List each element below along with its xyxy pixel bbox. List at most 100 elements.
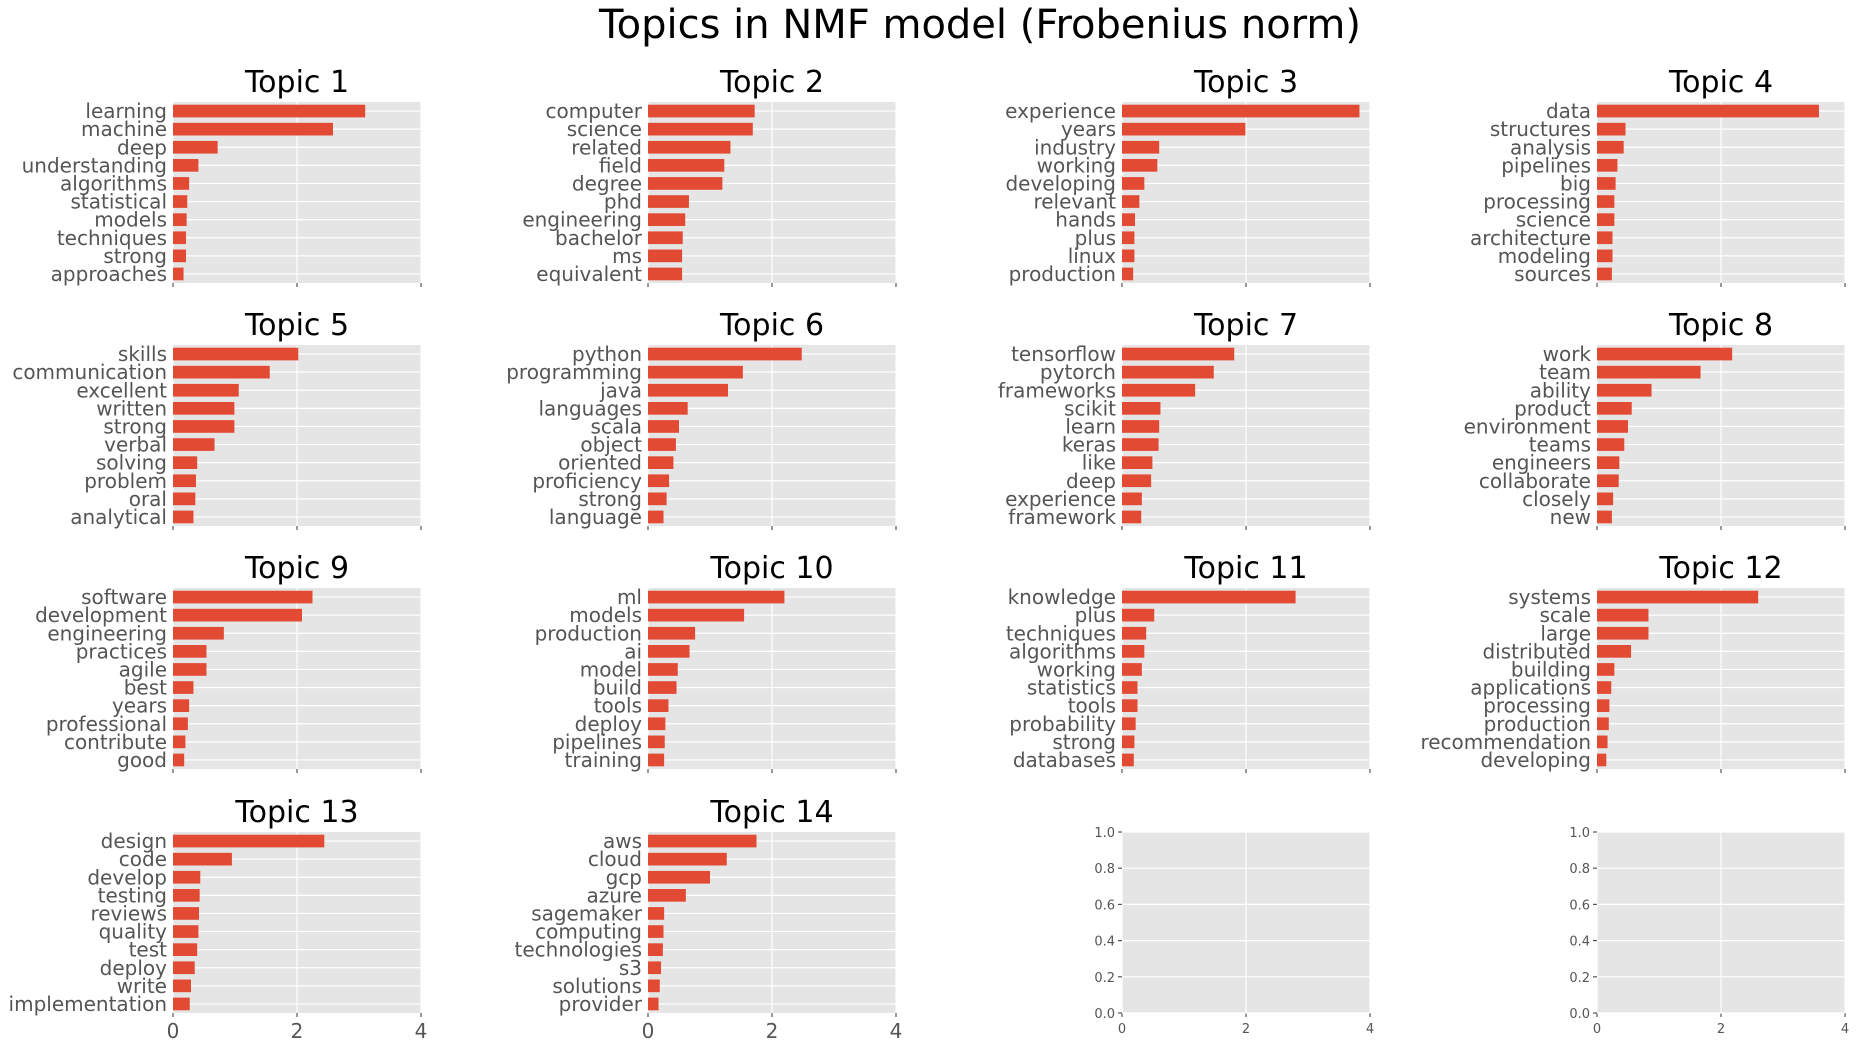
- category-label: tensorflow: [1011, 342, 1116, 366]
- bar-solving: [173, 456, 198, 469]
- category-label: production: [535, 621, 642, 645]
- bar-strong: [173, 249, 187, 263]
- bar-professional: [173, 717, 188, 731]
- bar-tensorflow: [1122, 347, 1235, 361]
- category-label: bachelor: [555, 226, 643, 250]
- bar-provider: [648, 997, 659, 1011]
- x-tick-label: 4: [1841, 1022, 1849, 1037]
- category-label: ai: [624, 639, 642, 663]
- bar-industry: [1122, 140, 1160, 154]
- bar-verbal: [173, 438, 215, 451]
- bar-pipelines: [1597, 159, 1618, 172]
- bar-learning: [173, 104, 366, 118]
- bar-engineers: [1597, 456, 1620, 469]
- bar-databases: [1122, 753, 1134, 767]
- y-tick-label: 0.4: [1569, 935, 1590, 950]
- bar-field: [648, 159, 725, 172]
- category-label: ms: [612, 244, 642, 268]
- subplot-title: Topic 4: [1668, 65, 1773, 100]
- bar-modeling: [1597, 249, 1613, 263]
- category-label: scikit: [1064, 396, 1116, 420]
- category-label: oral: [129, 487, 167, 511]
- bar-code: [173, 852, 232, 866]
- bar-strong: [1122, 735, 1135, 749]
- category-label: communication: [12, 360, 167, 384]
- bar-like: [1122, 456, 1153, 469]
- bar-testing: [173, 889, 200, 902]
- bar-engineering: [173, 626, 224, 640]
- category-label: deep: [117, 135, 167, 159]
- bar-models: [173, 213, 187, 226]
- category-label: understanding: [22, 153, 167, 177]
- bar-developing: [1597, 753, 1607, 767]
- category-label: pytorch: [1040, 360, 1116, 384]
- bar-pipelines: [648, 735, 665, 749]
- bar-problem: [173, 474, 196, 488]
- bar-linux: [1122, 249, 1135, 263]
- bar-contribute: [173, 735, 186, 749]
- x-tick-label: 4: [890, 1019, 903, 1043]
- bar-understanding: [173, 159, 199, 172]
- y-tick-label: 0.2: [1094, 971, 1115, 986]
- category-label: production: [1009, 262, 1116, 286]
- category-label: technologies: [515, 938, 643, 962]
- category-label: knowledge: [1008, 585, 1116, 609]
- bar-techniques: [1122, 626, 1147, 640]
- x-tick-label: 0: [1593, 1022, 1601, 1037]
- bar-keras: [1122, 438, 1159, 451]
- y-tick-label: 1.0: [1094, 826, 1115, 841]
- bar-deep: [173, 140, 218, 154]
- category-label: years: [1061, 117, 1116, 141]
- y-tick-label: 0.6: [1094, 898, 1115, 913]
- category-label: distributed: [1482, 639, 1591, 663]
- category-label: experience: [1005, 99, 1116, 123]
- bar-closely: [1597, 492, 1614, 506]
- bar-distributed: [1597, 645, 1632, 658]
- bar-techniques: [173, 231, 187, 245]
- y-tick-label: 0.8: [1094, 862, 1115, 877]
- category-label: deep: [1066, 469, 1116, 493]
- bar-product: [1597, 402, 1632, 415]
- bar-production: [648, 626, 696, 640]
- bar-algorithms: [173, 177, 190, 190]
- category-label: approaches: [51, 262, 167, 286]
- subplot-title: Topic 14: [709, 795, 833, 830]
- category-label: programming: [506, 360, 642, 384]
- category-label: solutions: [552, 974, 642, 998]
- x-tick-label: 2: [1242, 1022, 1250, 1037]
- bar-proficiency: [648, 474, 670, 488]
- category-label: team: [1539, 360, 1591, 384]
- bar-reviews: [173, 907, 200, 920]
- category-label: deploy: [575, 712, 642, 736]
- bar-communication: [173, 365, 270, 379]
- bar-tools: [1122, 699, 1138, 712]
- subplot-title: Topic 1: [244, 65, 349, 100]
- category-label: data: [1546, 99, 1591, 123]
- category-label: professional: [46, 712, 167, 736]
- bar-quality: [173, 925, 199, 938]
- category-label: scale: [1539, 603, 1591, 627]
- y-tick-label: 0.8: [1569, 862, 1590, 877]
- category-label: systems: [1508, 585, 1591, 609]
- category-label: science: [1516, 208, 1591, 232]
- category-label: plus: [1075, 226, 1116, 250]
- category-label: techniques: [1006, 621, 1116, 645]
- category-label: equivalent: [536, 262, 642, 286]
- subplot-title: Topic 8: [1668, 308, 1773, 343]
- category-label: ability: [1530, 378, 1591, 402]
- category-label: processing: [1483, 694, 1591, 718]
- category-label: cloud: [588, 847, 642, 871]
- subplot-14: awscloudgcpazuresagemakercomputingtechno…: [515, 795, 903, 1043]
- category-label: test: [129, 938, 168, 962]
- category-label: working: [1037, 657, 1116, 681]
- bar-java: [648, 383, 728, 397]
- category-label: engineering: [522, 208, 642, 232]
- y-tick-label: 0.2: [1569, 971, 1590, 986]
- category-label: statistics: [1027, 676, 1116, 700]
- category-label: pipelines: [1501, 153, 1591, 177]
- bar-bachelor: [648, 231, 683, 245]
- x-tick-label: 4: [415, 1019, 428, 1043]
- category-label: science: [567, 117, 642, 141]
- category-label: environment: [1464, 414, 1592, 438]
